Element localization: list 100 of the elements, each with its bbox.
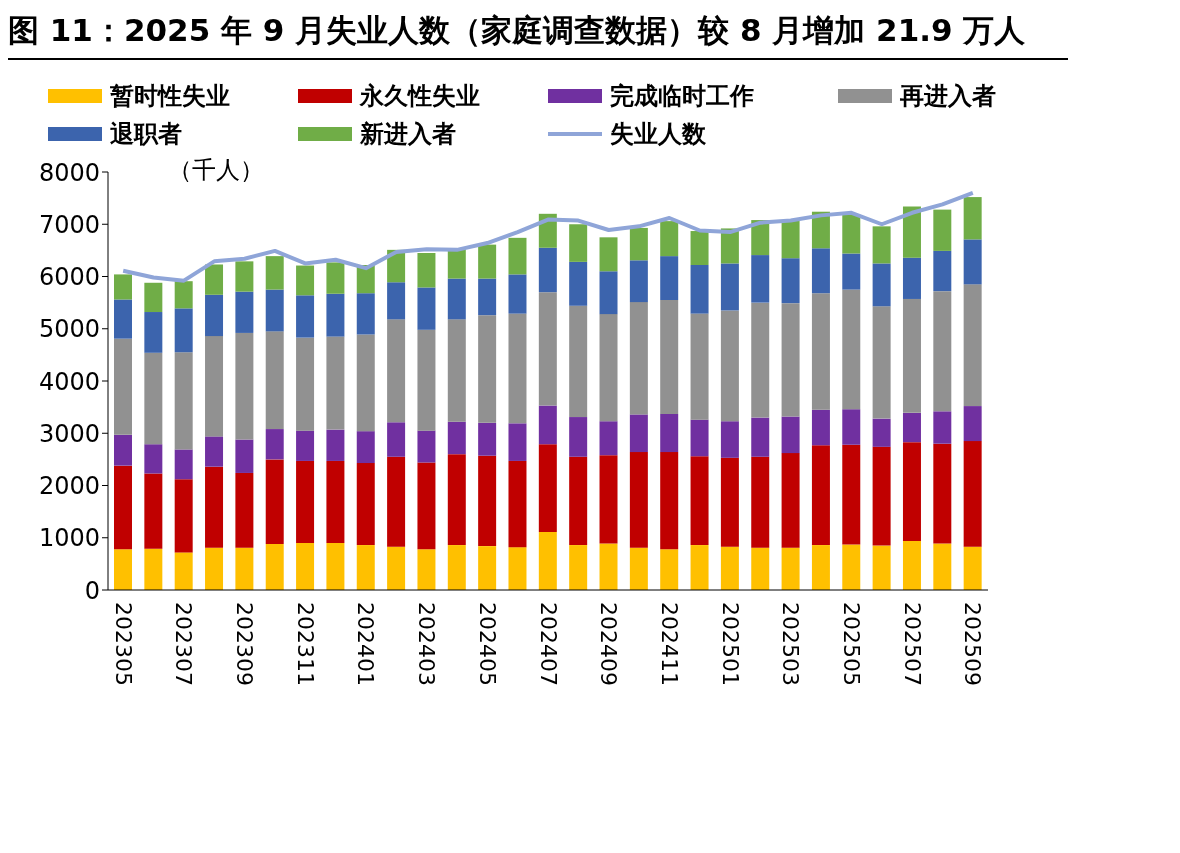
bar bbox=[144, 312, 163, 353]
bar bbox=[478, 315, 497, 423]
bar bbox=[447, 545, 466, 590]
bar bbox=[508, 460, 527, 548]
bar bbox=[326, 429, 345, 461]
bar bbox=[963, 406, 982, 442]
bar bbox=[781, 258, 800, 304]
bar bbox=[235, 332, 254, 440]
bar bbox=[629, 452, 648, 548]
x-tick-label: 202503 bbox=[778, 602, 804, 686]
bar bbox=[296, 460, 315, 543]
bar bbox=[569, 261, 588, 306]
bar bbox=[872, 418, 891, 447]
bar bbox=[902, 442, 921, 541]
x-tick-label: 202305 bbox=[110, 602, 136, 686]
bar bbox=[872, 545, 891, 590]
bar bbox=[205, 436, 224, 467]
bar bbox=[235, 547, 254, 590]
bar bbox=[842, 214, 861, 254]
bar bbox=[751, 417, 770, 457]
legend-label: 退职者 bbox=[110, 119, 182, 150]
bar bbox=[508, 547, 527, 590]
bar bbox=[811, 248, 830, 294]
x-tick-label: 202409 bbox=[596, 602, 622, 686]
bar bbox=[265, 429, 284, 460]
bar bbox=[447, 278, 466, 320]
bar bbox=[751, 302, 770, 418]
bar bbox=[842, 253, 861, 290]
bar bbox=[781, 453, 800, 548]
bar bbox=[387, 546, 406, 590]
bar bbox=[902, 257, 921, 299]
y-axis-title: （千人） bbox=[168, 155, 264, 186]
bar bbox=[569, 417, 588, 457]
bar bbox=[144, 473, 163, 549]
bar bbox=[114, 465, 132, 550]
bar bbox=[265, 256, 284, 290]
bar bbox=[811, 445, 830, 546]
bar bbox=[842, 444, 861, 545]
bar bbox=[144, 352, 163, 445]
bar bbox=[205, 264, 224, 295]
bar bbox=[629, 302, 648, 415]
y-tick-label: 7000 bbox=[38, 210, 100, 239]
bar bbox=[265, 289, 284, 332]
bar bbox=[174, 479, 193, 553]
bar bbox=[872, 446, 891, 546]
bar bbox=[417, 549, 436, 590]
bar bbox=[720, 263, 739, 311]
legend-label: 新进入者 bbox=[360, 119, 456, 150]
bar bbox=[660, 221, 679, 257]
x-tick-label: 202509 bbox=[960, 602, 986, 686]
bar bbox=[933, 209, 952, 251]
bar bbox=[660, 413, 679, 453]
bar bbox=[902, 298, 921, 413]
bar bbox=[690, 231, 709, 266]
bar bbox=[296, 542, 315, 590]
bar bbox=[387, 319, 406, 423]
y-tick-label: 0 bbox=[84, 576, 100, 605]
bar bbox=[720, 310, 739, 422]
bar bbox=[205, 294, 224, 337]
line-series bbox=[121, 190, 975, 283]
legend-label: 再进入者 bbox=[900, 81, 996, 112]
bar bbox=[902, 412, 921, 443]
bar bbox=[144, 444, 163, 474]
x-tick-label: 202411 bbox=[656, 602, 682, 686]
bar bbox=[842, 544, 861, 590]
bar bbox=[690, 265, 709, 314]
bar bbox=[872, 263, 891, 307]
bar bbox=[296, 337, 315, 431]
bar bbox=[569, 305, 588, 418]
bar bbox=[781, 416, 800, 454]
bar bbox=[356, 545, 375, 590]
bar bbox=[114, 299, 132, 339]
bar bbox=[599, 455, 618, 544]
bar bbox=[751, 456, 770, 548]
bar bbox=[174, 449, 193, 480]
bar bbox=[872, 226, 891, 264]
x-tick-label: 202311 bbox=[292, 602, 318, 686]
bar bbox=[417, 430, 436, 463]
bar bbox=[265, 459, 284, 545]
bar bbox=[963, 284, 982, 407]
bar bbox=[356, 334, 375, 432]
bar bbox=[417, 462, 436, 550]
bar bbox=[538, 405, 557, 445]
bar bbox=[902, 540, 921, 590]
bar bbox=[205, 466, 224, 548]
bar bbox=[174, 281, 193, 309]
legend-label: 暂时性失业 bbox=[110, 81, 230, 112]
bar bbox=[569, 456, 588, 546]
bar bbox=[629, 260, 648, 303]
bar bbox=[144, 548, 163, 590]
bar bbox=[538, 247, 557, 293]
bar bbox=[508, 274, 527, 314]
bar bbox=[690, 313, 709, 420]
bar bbox=[205, 336, 224, 437]
bar bbox=[933, 543, 952, 590]
y-tick-label: 6000 bbox=[38, 263, 100, 292]
bar bbox=[690, 456, 709, 546]
x-tick-label: 202307 bbox=[171, 602, 197, 686]
y-tick-label: 2000 bbox=[38, 472, 100, 501]
bar bbox=[326, 262, 345, 294]
